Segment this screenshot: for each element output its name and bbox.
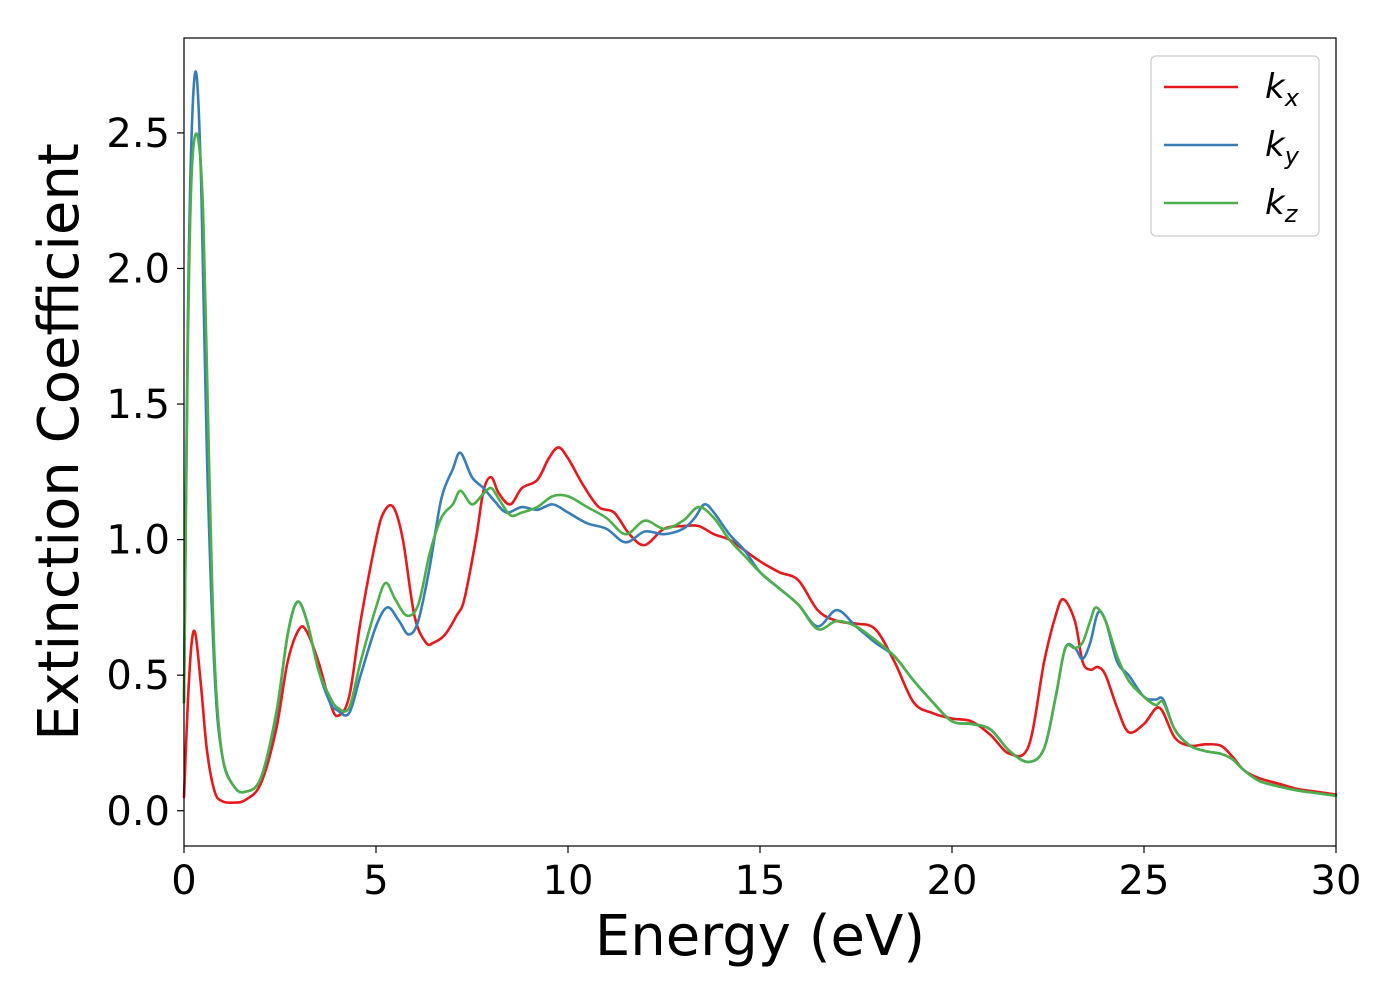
plot-background bbox=[184, 38, 1336, 846]
x-tick-label: 15 bbox=[735, 858, 786, 904]
x-tick-label: 20 bbox=[927, 858, 978, 904]
y-tick-label: 1.5 bbox=[106, 382, 170, 428]
x-tick-label: 5 bbox=[363, 858, 388, 904]
x-axis-ticks: 0 5 10 15 20 25 30 bbox=[171, 846, 1361, 904]
y-tick-label: 2.0 bbox=[106, 246, 170, 292]
y-tick-label: 0.5 bbox=[106, 653, 170, 699]
legend-label-kz: kz bbox=[1265, 183, 1299, 228]
x-axis-label: Energy (eV) bbox=[595, 904, 925, 969]
legend: kx ky kz bbox=[1150, 55, 1320, 237]
series-line-kz bbox=[182, 132, 1338, 798]
y-axis-ticks: 0.0 0.5 1.0 1.5 2.0 2.5 bbox=[106, 111, 184, 835]
y-tick-label: 0.0 bbox=[106, 789, 170, 835]
series-layer bbox=[182, 70, 1338, 805]
legend-label-ky: ky bbox=[1265, 125, 1300, 170]
y-axis-label: Extinction Coefficient bbox=[27, 143, 92, 741]
x-tick-label: 10 bbox=[543, 858, 594, 904]
y-tick-label: 2.5 bbox=[106, 111, 170, 157]
y-tick-label: 1.0 bbox=[106, 518, 170, 564]
x-tick-label: 25 bbox=[1119, 858, 1170, 904]
legend-label-kx: kx bbox=[1265, 67, 1300, 112]
x-tick-label: 30 bbox=[1311, 858, 1362, 904]
x-tick-label: 0 bbox=[171, 858, 196, 904]
